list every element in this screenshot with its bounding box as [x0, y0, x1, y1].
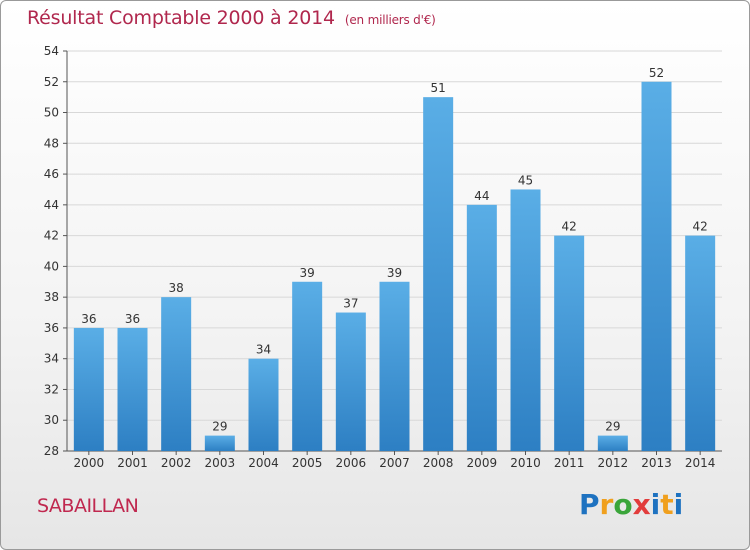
logo-letter: r — [599, 488, 614, 521]
x-tick-label: 2011 — [554, 456, 585, 470]
bar-value-label: 44 — [474, 189, 489, 203]
logo-letter: t — [660, 488, 674, 521]
bar-value-label: 51 — [431, 81, 446, 95]
y-tick-label: 52 — [44, 75, 59, 89]
bar-value-label: 36 — [125, 312, 140, 326]
y-tick-label: 32 — [44, 382, 59, 396]
logo-letter: x — [632, 488, 651, 521]
logo-letter: P — [579, 488, 600, 521]
y-tick-label: 46 — [44, 167, 59, 181]
bar-value-label: 45 — [518, 173, 533, 187]
proxiti-logo: Proxiti — [579, 488, 683, 521]
x-tick-label: 2006 — [336, 456, 367, 470]
bar-value-label: 37 — [343, 297, 358, 311]
bar — [597, 435, 628, 451]
x-tick-label: 2005 — [292, 456, 323, 470]
y-tick-label: 44 — [44, 198, 59, 212]
logo-letter: i — [650, 488, 661, 521]
logo-letter: o — [613, 488, 633, 521]
bar-value-label: 52 — [649, 66, 664, 80]
chart-title: Résultat Comptable 2000 à 2014 (en millie… — [27, 7, 436, 29]
bar-value-label: 42 — [562, 220, 577, 234]
bar — [641, 81, 672, 452]
bar — [292, 281, 323, 451]
x-tick-label: 2002 — [161, 456, 192, 470]
y-tick-label: 28 — [44, 444, 59, 458]
y-tick-label: 50 — [44, 106, 59, 120]
chart-title-text: Résultat Comptable 2000 à 2014 — [27, 7, 335, 29]
x-tick-label: 2010 — [510, 456, 541, 470]
bar-value-label: 42 — [693, 220, 708, 234]
y-tick-label: 54 — [44, 44, 59, 58]
y-tick-label: 38 — [44, 290, 59, 304]
x-tick-label: 2001 — [117, 456, 148, 470]
y-tick-label: 48 — [44, 136, 59, 150]
bar-value-label: 34 — [256, 343, 271, 357]
x-tick-label: 2008 — [423, 456, 454, 470]
town-name: SABAILLAN — [37, 495, 139, 517]
logo-letter: i — [673, 488, 684, 521]
y-tick-label: 34 — [44, 352, 59, 366]
y-tick-label: 42 — [44, 229, 59, 243]
bar — [161, 297, 192, 451]
bar — [117, 327, 148, 451]
x-tick-label: 2003 — [205, 456, 236, 470]
y-tick-label: 30 — [44, 413, 59, 427]
x-tick-label: 2013 — [641, 456, 672, 470]
x-tick-label: 2004 — [248, 456, 279, 470]
bar-value-label: 29 — [212, 420, 227, 434]
bar-value-label: 29 — [605, 420, 620, 434]
bar — [685, 235, 716, 451]
x-tick-label: 2009 — [467, 456, 498, 470]
bar — [510, 189, 541, 451]
bar — [466, 204, 497, 451]
x-tick-label: 2007 — [379, 456, 410, 470]
x-tick-label: 2014 — [685, 456, 716, 470]
bar — [379, 281, 410, 451]
bar — [248, 358, 279, 451]
bar — [423, 97, 454, 452]
bar — [335, 312, 366, 451]
bar-value-label: 36 — [81, 312, 96, 326]
x-tick-label: 2000 — [74, 456, 105, 470]
bar — [204, 435, 235, 451]
y-tick-label: 40 — [44, 259, 59, 273]
bar-value-label: 39 — [300, 266, 315, 280]
bar-value-label: 38 — [169, 281, 184, 295]
bar — [73, 327, 104, 451]
chart-title-unit: (en milliers d'€) — [344, 13, 436, 27]
bar-value-label: 39 — [387, 266, 402, 280]
x-tick-label: 2012 — [598, 456, 629, 470]
bar — [554, 235, 585, 451]
y-tick-label: 36 — [44, 321, 59, 335]
